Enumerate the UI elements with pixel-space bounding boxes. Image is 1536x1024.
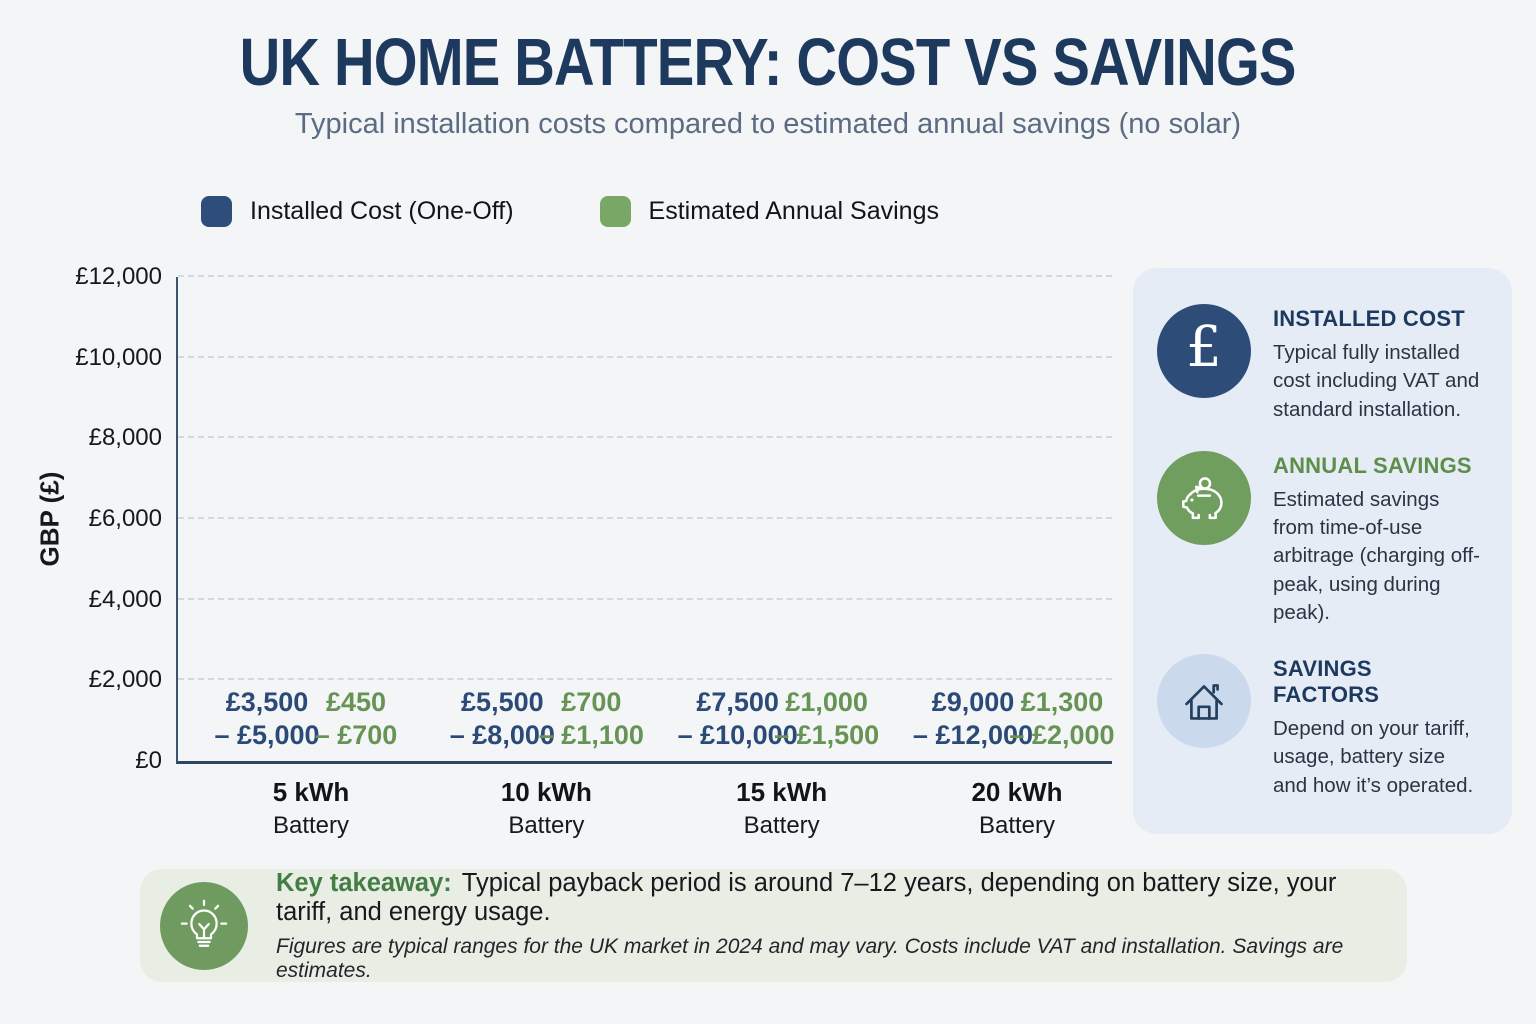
x-label-10kwh: 10 kWh Battery (459, 777, 633, 840)
y-tick: £4,000 (88, 585, 162, 613)
gridline-10000 (178, 355, 1112, 358)
y-tick: £8,000 (88, 424, 162, 452)
savings-swatch-icon (599, 196, 631, 227)
y-axis-title: GBP (£) (34, 471, 65, 567)
bar-groups: £3,500 – £5,000 £450 – £700 £5,500 – £8,… (178, 277, 1114, 761)
legend-label: Estimated Annual Savings (648, 197, 939, 225)
chart-legend: Installed Cost (One-Off) Estimated Annua… (0, 196, 1140, 227)
gridline-6000 (178, 517, 1112, 519)
y-tick: £6,000 (88, 505, 162, 532)
key-takeaway-banner: Key takeaway: Typical payback period is a… (140, 869, 1407, 982)
y-tick: £2,000 (88, 666, 162, 694)
installed-cost-card: £ INSTALLED COST Typical fully installed… (1157, 304, 1484, 424)
takeaway-footnote: Figures are typical ranges for the UK ma… (276, 934, 1344, 982)
card-body: Typical fully installed cost including V… (1273, 341, 1480, 421)
gridline-8000 (178, 436, 1112, 439)
battery-sub: Battery (978, 812, 1055, 839)
card-body: Estimated savings from time-of-use arbit… (1273, 487, 1481, 624)
cost-range-label: £7,500 – £10,000 (677, 687, 798, 751)
card-body: Depend on your tariff, usage, battery si… (1273, 717, 1474, 797)
y-tick: £12,000 (75, 263, 162, 290)
cost-range-label: £9,000 – £12,000 (912, 687, 1034, 751)
battery-sub: Battery (508, 812, 585, 839)
gridline-12000 (178, 275, 1112, 277)
takeaway-text: Typical payback period is around 7–12 ye… (276, 868, 1337, 926)
cost-swatch-icon (201, 196, 232, 227)
legend-item-annual-savings: Estimated Annual Savings (599, 196, 939, 227)
page-title: UK HOME BATTERY: COST VS SAVINGS (239, 25, 1297, 100)
info-sidebar: £ INSTALLED COST Typical fully installed… (1133, 268, 1512, 834)
battery-sub: Battery (272, 812, 350, 839)
card-heading: ANNUAL SAVINGS (1273, 452, 1472, 478)
battery-size: 10 kWh (500, 777, 592, 807)
card-heading: SAVINGS FACTORS (1273, 656, 1380, 708)
x-label-5kwh: 5 kWh Battery (224, 777, 398, 840)
page-subtitle: Typical installation costs compared to e… (294, 107, 1242, 140)
card-heading: INSTALLED COST (1273, 306, 1465, 331)
gridline-2000 (178, 678, 1112, 681)
battery-sub: Battery (743, 812, 820, 839)
savings-range-label: £450 – £700 (314, 687, 398, 751)
savings-range-label: £700 – £1,100 (538, 687, 644, 751)
annual-savings-card: ANNUAL SAVINGS Estimated savings from ti… (1157, 450, 1484, 627)
battery-size: 5 kWh (272, 777, 350, 807)
savings-range-label: £1,300 – £2,000 (1009, 687, 1115, 751)
header: UK HOME BATTERY: COST VS SAVINGS Typical… (0, 26, 1536, 141)
x-axis-labels: 5 kWh Battery 10 kWh Battery 15 kWh Batt… (178, 777, 1112, 840)
pound-icon: £ (1157, 304, 1251, 398)
gridline-4000 (178, 597, 1112, 600)
cost-range-label: £5,500 – £8,000 (449, 687, 555, 751)
savings-factors-card: SAVINGS FACTORS Depend on your tariff, u… (1157, 654, 1484, 800)
x-label-15kwh: 15 kWh Battery (695, 777, 869, 840)
house-icon (1157, 654, 1251, 749)
battery-size: 15 kWh (736, 777, 828, 807)
legend-item-installed-cost: Installed Cost (One-Off) (201, 196, 514, 227)
savings-range-label: £1,000 – £1,500 (774, 687, 880, 751)
legend-label: Installed Cost (One-Off) (250, 197, 514, 225)
x-label-20kwh: 20 kWh Battery (930, 777, 1104, 840)
cost-range-label: £3,500 – £5,000 (214, 687, 320, 751)
takeaway-label: Key takeaway: (276, 868, 452, 897)
battery-size: 20 kWh (971, 777, 1063, 807)
piggy-bank-icon (1157, 450, 1251, 545)
y-tick: £10,000 (75, 343, 162, 371)
bar-chart: GBP (£) £0 £2,000 £4,000 £6,000 £8,000 £… (35, 263, 1115, 839)
lightbulb-icon (160, 881, 248, 970)
y-tick: £0 (135, 747, 162, 774)
